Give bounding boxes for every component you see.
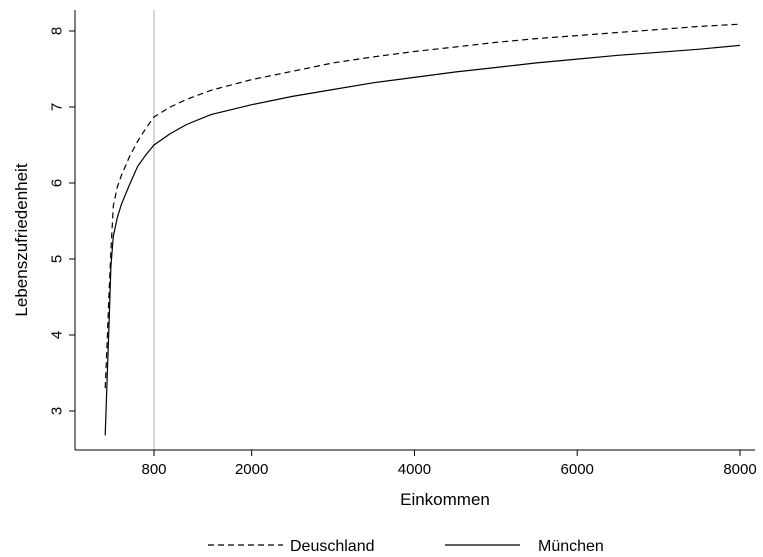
x-tick-label: 800	[141, 461, 166, 478]
y-tick-label: 5	[49, 255, 66, 263]
legend-label: Deuschland	[290, 538, 375, 555]
x-tick-label: 8000	[723, 461, 756, 478]
legend: Deuschland München	[208, 538, 604, 555]
series-line-muenchen	[104, 44, 741, 436]
x-tick-label: 4000	[398, 461, 431, 478]
y-axis-ticks: 3 4 5 6 7 8	[49, 27, 75, 415]
y-tick-label: 8	[49, 27, 66, 35]
x-axis-ticks: 800 2000 4000 6000 8000	[141, 450, 757, 478]
x-tick-label: 2000	[235, 461, 268, 478]
x-axis-title: Einkommen	[400, 490, 490, 509]
y-tick-label: 3	[49, 407, 66, 415]
y-tick-label: 7	[49, 103, 66, 111]
y-tick-label: 4	[49, 331, 66, 339]
series-line-deuschland	[104, 23, 741, 389]
plot-area	[104, 10, 741, 450]
y-axis-title: Lebenszufriedenheit	[12, 163, 31, 316]
x-tick-label: 6000	[561, 461, 594, 478]
legend-label: München	[538, 538, 604, 555]
y-tick-label: 6	[49, 179, 66, 187]
